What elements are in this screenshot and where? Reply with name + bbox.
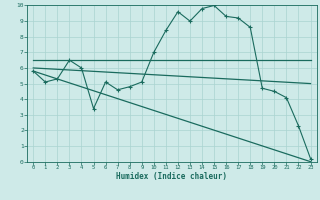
X-axis label: Humidex (Indice chaleur): Humidex (Indice chaleur) <box>116 172 228 181</box>
